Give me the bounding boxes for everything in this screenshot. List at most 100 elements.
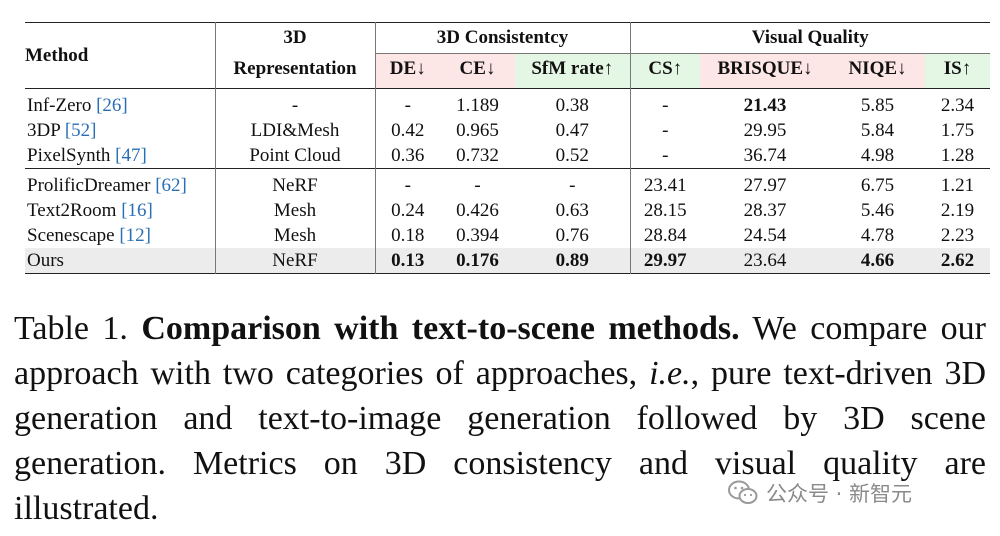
metric-cell: 0.52 <box>555 144 589 166</box>
method-cell: Scenescape [12] <box>25 223 215 248</box>
wechat-icon <box>728 480 758 504</box>
method-cell: ProlificDreamer [62] <box>25 169 215 199</box>
group-header: 3D Consistentcy <box>374 22 630 54</box>
metric-cell: 0.732 <box>456 144 499 166</box>
table-row: PixelSynth [47] Point Cloud 0.36 0.732 0.52-… <box>25 143 990 169</box>
method-name: Ours <box>27 249 64 271</box>
metric-cell: 2.23 <box>940 224 975 246</box>
metric-cell: 2.34 <box>940 94 975 116</box>
metric-cell: - <box>374 168 440 198</box>
metric-cell: 23.41 <box>629 168 700 198</box>
header-row: Representation DE↓ CE↓ SfM rate↑ CS↑ BRISQUE… <box>25 53 991 89</box>
watermark-text: 公众号 · 新智元 <box>766 482 913 506</box>
metric-cell: 36.74 <box>743 144 787 166</box>
metric-cell: 5.46 <box>860 199 895 221</box>
metric-cell: - <box>374 88 440 118</box>
metric-header: SfM rate↑ <box>515 53 630 89</box>
representation-cell: NeRF <box>214 248 375 274</box>
representation-cell: NeRF <box>214 168 375 198</box>
citation: [52] <box>64 119 97 141</box>
metric-cell: 0.394 <box>456 224 499 246</box>
watermark: 公众号 · 新智元 <box>728 478 912 508</box>
table-row: Text2Room [16] Mesh 0.24 0.426 0.63 28.15 28.3… <box>25 198 990 223</box>
method-name: Text2Room <box>27 199 117 221</box>
metric-cell: 5.84 <box>860 119 895 141</box>
metric-header: DE↓ <box>374 53 440 89</box>
metric-cell: - <box>629 118 700 143</box>
metric-cell: 0.176 <box>440 248 515 274</box>
caption-title: Comparison with text-to-scene methods. <box>141 310 740 347</box>
caption-italic: i.e. <box>649 355 691 392</box>
metric-cell: 0.24 <box>374 198 440 223</box>
metric-cell: - <box>629 143 700 169</box>
method-header: Method <box>25 44 89 66</box>
table-row: 3DP [52] LDI&Mesh 0.42 0.965 0.47-29.95 5.84 1… <box>25 118 990 143</box>
method-name: Inf-Zero <box>27 94 92 116</box>
metric-cell: 24.54 <box>743 224 787 246</box>
metric-cell: 4.98 <box>860 144 895 166</box>
metric-cell: 28.37 <box>743 199 787 221</box>
caption-text: , pure text-driven 3D generation and tex… <box>14 355 986 527</box>
group-header: Visual Quality <box>629 22 991 54</box>
metric-header: IS↑ <box>925 53 991 89</box>
table-row: Scenescape [12] Mesh 0.18 0.394 0.76 28.84 24.… <box>25 223 990 248</box>
metric-cell: 1.75 <box>940 119 975 141</box>
metric-header: CS↑ <box>629 53 700 89</box>
citation: [12] <box>119 224 151 246</box>
representation-header: Representation <box>214 53 375 89</box>
metric-cell: 2.19 <box>940 199 975 221</box>
metric-cell: - <box>569 174 576 196</box>
representation-cell: Mesh <box>214 223 375 248</box>
citation: [26] <box>96 94 128 116</box>
representation-cell: - <box>214 88 375 118</box>
metric-cell: 0.426 <box>456 199 499 221</box>
metric-cell: 0.38 <box>555 94 589 116</box>
metric-cell: 0.76 <box>555 224 589 246</box>
metric-cell: 1.21 <box>940 174 975 196</box>
metric-cell: 0.47 <box>555 119 589 141</box>
results-table: Method 3D 3D Consistentcy Visual Quality… <box>25 22 991 274</box>
metric-header: BRISQUE↓ <box>700 53 830 89</box>
metric-cell: 0.965 <box>456 119 499 141</box>
metric-header: NIQE↓ <box>830 53 925 89</box>
method-cell: 3DP [52] <box>25 118 215 143</box>
representation-cell: LDI&Mesh <box>214 118 375 143</box>
metric-header: CE↓ <box>440 53 515 89</box>
metric-cell: 28.15 <box>629 198 700 223</box>
caption-label: Table 1. <box>14 310 128 347</box>
citation: [16] <box>121 199 153 221</box>
metric-cell: 29.95 <box>743 119 787 141</box>
method-name: Scenescape <box>27 224 115 246</box>
caption-text: We compare our approach with two categor… <box>14 310 986 392</box>
metric-cell: 28.84 <box>629 223 700 248</box>
method-cell: Text2Room [16] <box>25 198 215 223</box>
metric-cell: 0.42 <box>374 118 440 143</box>
metric-cell: 5.85 <box>860 94 895 116</box>
metric-cell: - <box>629 88 700 118</box>
metric-cell: - <box>474 174 481 196</box>
method-name: PixelSynth <box>27 144 111 166</box>
representation-header: 3D <box>214 22 375 54</box>
citation: [47] <box>115 144 147 166</box>
table-row: ProlificDreamer [62] NeRF - - -23.41 27.97 6.7… <box>25 168 991 199</box>
metric-cell: 2.62 <box>925 248 991 274</box>
caption: Table 1. Comparison with text-to-scene m… <box>14 306 986 531</box>
metric-cell: 0.89 <box>515 248 630 274</box>
method-name: 3DP <box>27 119 61 141</box>
method-cell: Inf-Zero [26] <box>25 89 215 119</box>
method-name: ProlificDreamer <box>27 174 151 196</box>
method-cell: PixelSynth [47] <box>25 143 215 169</box>
metric-cell: 6.75 <box>860 174 895 196</box>
representation-cell: Mesh <box>214 198 375 223</box>
metric-cell: 0.18 <box>374 223 440 248</box>
metric-cell: 0.13 <box>374 248 440 274</box>
metric-cell: 21.43 <box>743 94 787 116</box>
representation-cell: Point Cloud <box>214 143 375 169</box>
metric-cell: 4.66 <box>830 248 925 274</box>
metric-cell: 27.97 <box>743 174 787 196</box>
metric-cell: 0.63 <box>555 199 589 221</box>
metric-cell: 0.36 <box>374 143 440 169</box>
header-row: Method 3D 3D Consistentcy Visual Quality <box>25 22 991 66</box>
metric-cell: 23.64 <box>700 248 830 274</box>
